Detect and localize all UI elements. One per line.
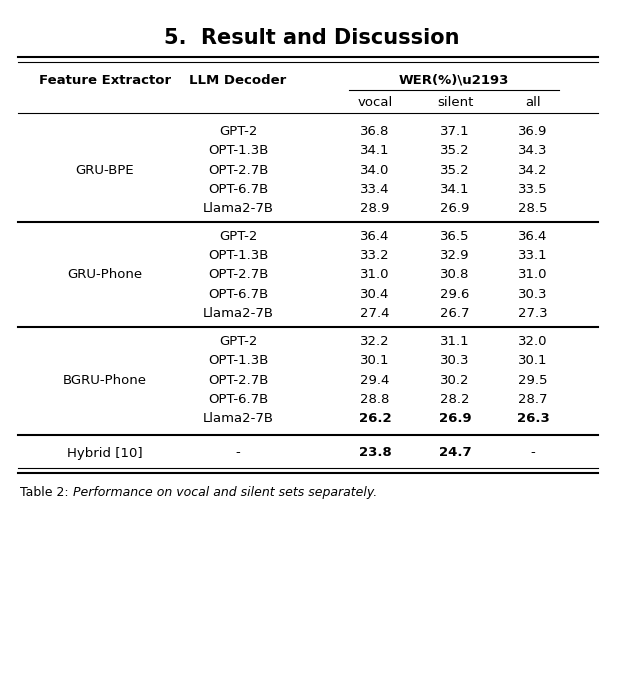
Text: 24.7: 24.7 bbox=[439, 447, 471, 459]
Text: 36.5: 36.5 bbox=[441, 230, 470, 243]
Text: 29.4: 29.4 bbox=[360, 374, 389, 386]
Text: 33.2: 33.2 bbox=[360, 249, 390, 262]
Text: Performance on vocal and silent sets separately.: Performance on vocal and silent sets sep… bbox=[72, 486, 377, 499]
Text: 34.0: 34.0 bbox=[360, 164, 389, 177]
Text: OPT-2.7B: OPT-2.7B bbox=[208, 269, 268, 281]
Text: 36.4: 36.4 bbox=[519, 230, 548, 243]
Text: vocal: vocal bbox=[358, 97, 392, 109]
Text: OPT-2.7B: OPT-2.7B bbox=[208, 164, 268, 177]
Text: OPT-1.3B: OPT-1.3B bbox=[208, 249, 268, 262]
Text: 34.2: 34.2 bbox=[519, 164, 548, 177]
Text: 30.3: 30.3 bbox=[441, 354, 470, 367]
Text: GPT-2: GPT-2 bbox=[219, 125, 257, 138]
Text: Llama2-7B: Llama2-7B bbox=[203, 412, 273, 425]
Text: 5.  Result and Discussion: 5. Result and Discussion bbox=[164, 28, 460, 48]
Text: 29.5: 29.5 bbox=[519, 374, 548, 386]
Text: 34.3: 34.3 bbox=[519, 144, 548, 157]
Text: 26.2: 26.2 bbox=[359, 412, 391, 425]
Text: 30.1: 30.1 bbox=[519, 354, 548, 367]
Text: Llama2-7B: Llama2-7B bbox=[203, 307, 273, 320]
Text: 36.8: 36.8 bbox=[360, 125, 389, 138]
Text: 36.9: 36.9 bbox=[519, 125, 548, 138]
Text: -: - bbox=[530, 447, 535, 459]
Text: 33.4: 33.4 bbox=[360, 183, 390, 196]
Text: 30.4: 30.4 bbox=[360, 287, 389, 301]
Text: 26.3: 26.3 bbox=[517, 412, 549, 425]
Text: WER(%)\u2193: WER(%)\u2193 bbox=[399, 74, 509, 86]
Text: 36.4: 36.4 bbox=[360, 230, 389, 243]
Text: 33.1: 33.1 bbox=[518, 249, 548, 262]
Text: OPT-1.3B: OPT-1.3B bbox=[208, 354, 268, 367]
Text: -: - bbox=[236, 447, 240, 459]
Text: Hybrid [10]: Hybrid [10] bbox=[67, 447, 143, 459]
Text: OPT-1.3B: OPT-1.3B bbox=[208, 144, 268, 157]
Text: 30.8: 30.8 bbox=[441, 269, 470, 281]
Text: 30.1: 30.1 bbox=[360, 354, 390, 367]
Text: BGRU-Phone: BGRU-Phone bbox=[63, 374, 147, 386]
Text: 31.0: 31.0 bbox=[519, 269, 548, 281]
Text: 31.1: 31.1 bbox=[440, 335, 470, 348]
Text: 37.1: 37.1 bbox=[440, 125, 470, 138]
Text: Feature Extractor: Feature Extractor bbox=[39, 74, 171, 86]
Text: 27.3: 27.3 bbox=[518, 307, 548, 320]
Text: LLM Decoder: LLM Decoder bbox=[189, 74, 286, 86]
Text: 23.8: 23.8 bbox=[359, 447, 391, 459]
Text: 34.1: 34.1 bbox=[360, 144, 390, 157]
Text: 26.9: 26.9 bbox=[439, 412, 471, 425]
Text: 33.5: 33.5 bbox=[518, 183, 548, 196]
Text: 35.2: 35.2 bbox=[440, 144, 470, 157]
Text: 28.8: 28.8 bbox=[360, 393, 389, 406]
Text: OPT-6.7B: OPT-6.7B bbox=[208, 287, 268, 301]
Text: 28.9: 28.9 bbox=[360, 202, 389, 215]
Text: OPT-2.7B: OPT-2.7B bbox=[208, 374, 268, 386]
Text: 29.6: 29.6 bbox=[441, 287, 470, 301]
Text: 34.1: 34.1 bbox=[441, 183, 470, 196]
Text: 30.2: 30.2 bbox=[441, 374, 470, 386]
Text: 35.2: 35.2 bbox=[440, 164, 470, 177]
Text: silent: silent bbox=[437, 97, 473, 109]
Text: 32.9: 32.9 bbox=[441, 249, 470, 262]
Text: GPT-2: GPT-2 bbox=[219, 335, 257, 348]
Text: 26.7: 26.7 bbox=[441, 307, 470, 320]
Text: GPT-2: GPT-2 bbox=[219, 230, 257, 243]
Text: 32.0: 32.0 bbox=[519, 335, 548, 348]
Text: 27.4: 27.4 bbox=[360, 307, 390, 320]
Text: 30.3: 30.3 bbox=[519, 287, 548, 301]
Text: 31.0: 31.0 bbox=[360, 269, 390, 281]
Text: 26.9: 26.9 bbox=[441, 202, 470, 215]
Text: GRU-Phone: GRU-Phone bbox=[67, 269, 142, 281]
Text: all: all bbox=[525, 97, 541, 109]
Text: OPT-6.7B: OPT-6.7B bbox=[208, 183, 268, 196]
Text: GRU-BPE: GRU-BPE bbox=[76, 164, 134, 177]
Text: 28.7: 28.7 bbox=[519, 393, 548, 406]
Text: Llama2-7B: Llama2-7B bbox=[203, 202, 273, 215]
Text: 28.2: 28.2 bbox=[441, 393, 470, 406]
Text: OPT-6.7B: OPT-6.7B bbox=[208, 393, 268, 406]
Text: 32.2: 32.2 bbox=[360, 335, 390, 348]
Text: Table 2:: Table 2: bbox=[20, 486, 72, 499]
Text: 28.5: 28.5 bbox=[519, 202, 548, 215]
